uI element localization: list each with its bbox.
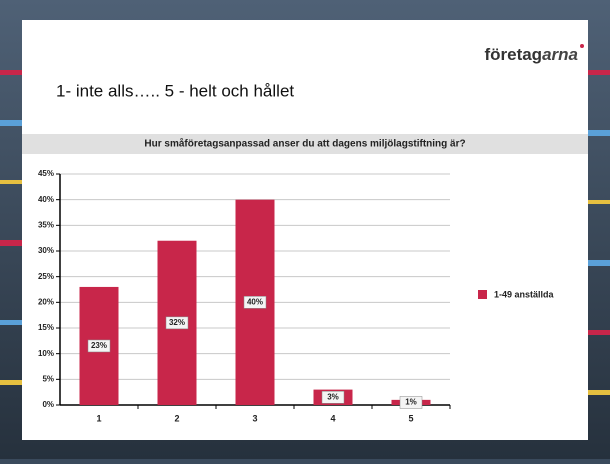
value-label: 3% — [327, 392, 339, 401]
y-tick-label: 25% — [38, 272, 54, 281]
value-label: 32% — [169, 318, 185, 327]
logo-dot — [580, 44, 584, 48]
legend-swatch — [478, 290, 487, 299]
title-band — [22, 134, 588, 154]
logo-accent: arna — [542, 45, 578, 64]
logo-main: företag — [484, 45, 542, 64]
value-label: 40% — [247, 297, 263, 306]
y-tick-label: 5% — [42, 374, 54, 383]
slide-heading: 1- inte alls….. 5 - helt och hållet — [56, 81, 294, 100]
x-tick-label: 5 — [408, 413, 413, 423]
value-label-box — [165, 316, 189, 330]
y-tick-label: 40% — [38, 195, 54, 204]
logo: företagarna — [484, 45, 578, 64]
y-tick-label: 0% — [42, 400, 54, 409]
value-label-box — [87, 339, 111, 353]
y-tick-label: 45% — [38, 169, 54, 178]
x-tick-label: 3 — [252, 413, 257, 423]
chart-title: Hur småföretagsanpassad anser du att dag… — [144, 138, 465, 150]
y-tick-label: 30% — [38, 246, 54, 255]
y-tick-label: 10% — [38, 349, 54, 358]
value-label: 23% — [91, 341, 107, 350]
x-tick-label: 2 — [174, 413, 179, 423]
value-label: 1% — [405, 398, 417, 407]
value-label-box — [399, 396, 423, 409]
y-tick-label: 15% — [38, 323, 54, 332]
value-label-box — [243, 296, 267, 309]
y-tick-label: 20% — [38, 297, 54, 306]
x-tick-label: 1 — [96, 413, 101, 423]
edge-stripes — [0, 70, 610, 395]
y-tick-label: 35% — [38, 220, 54, 229]
x-tick-label: 4 — [330, 413, 335, 423]
value-label-box — [321, 391, 345, 404]
legend-label: 1-49 anställda — [494, 289, 555, 299]
